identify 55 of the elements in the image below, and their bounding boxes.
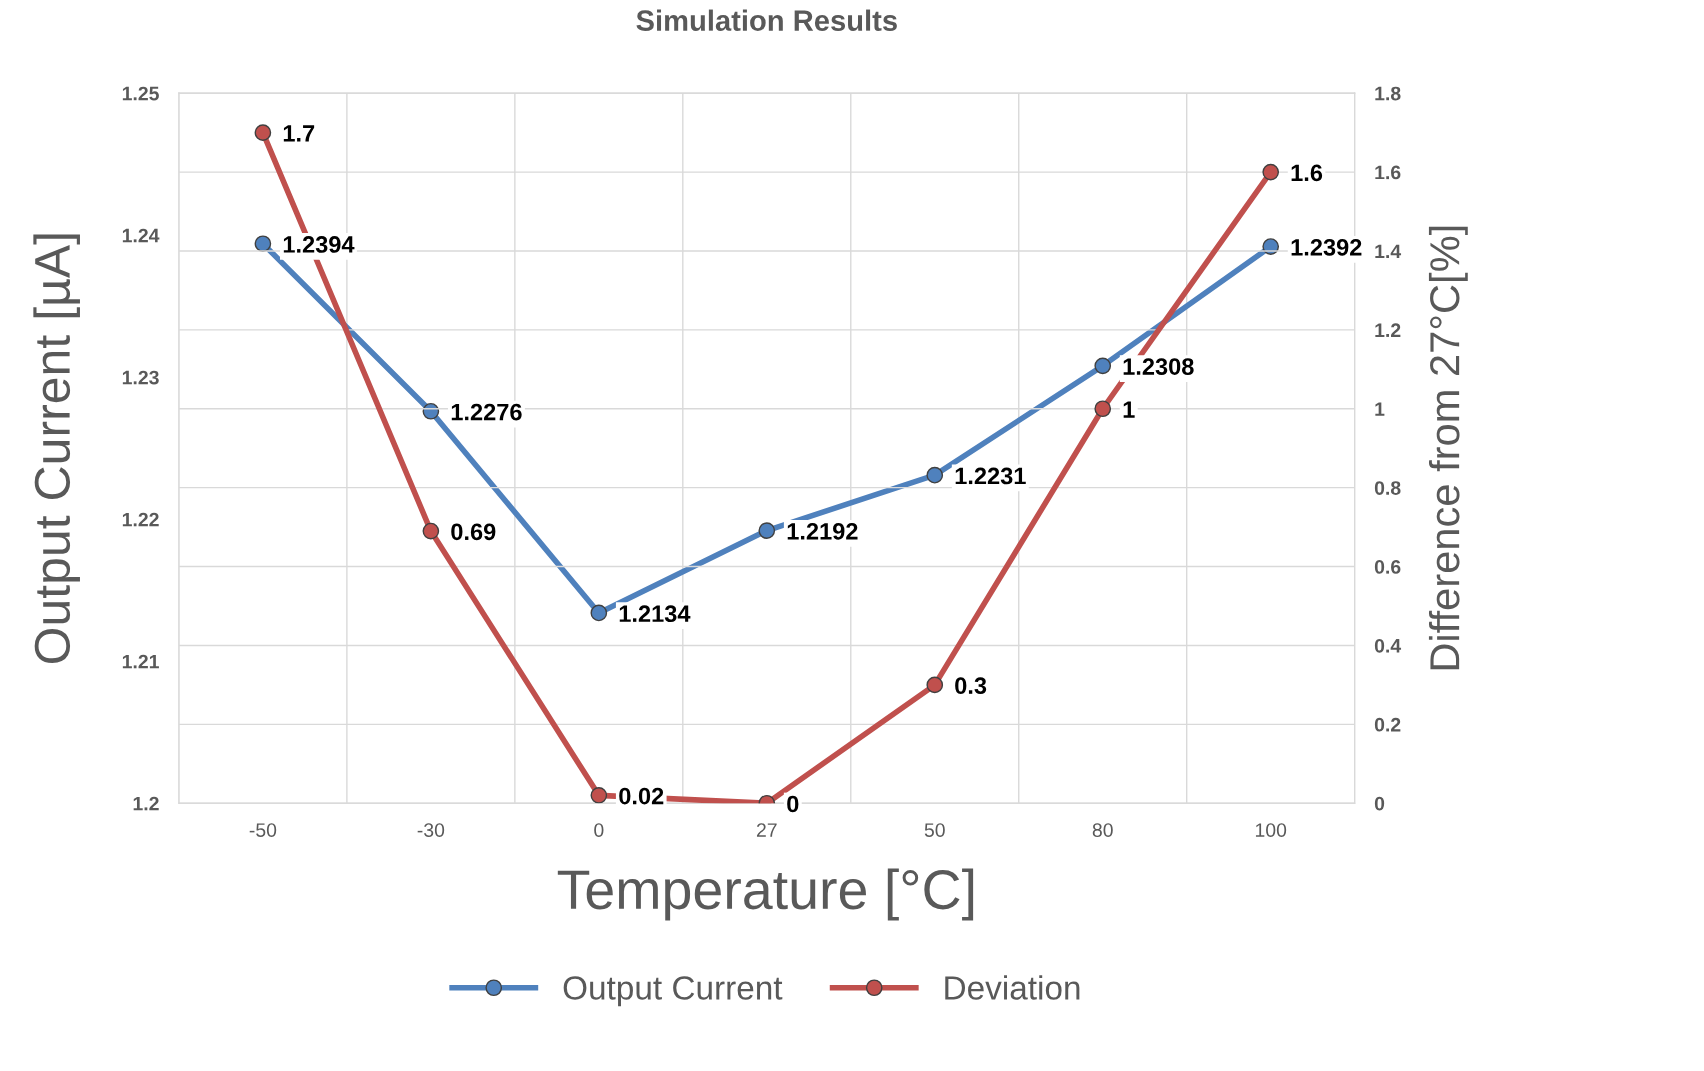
y2-tick-label: 0.8: [1374, 481, 1401, 495]
y-tick-label: 1.2: [133, 796, 159, 811]
chart-title: Simulation Results: [636, 9, 897, 31]
point: [590, 604, 608, 622]
y2-tick-label: 1.2: [1375, 323, 1401, 337]
point: [1094, 357, 1112, 375]
data-label: 1.2192: [787, 522, 858, 540]
y2-tick-label: 0.6: [1374, 560, 1401, 574]
legend-label: Output Current: [563, 976, 783, 1007]
point: [422, 522, 440, 540]
y-tick-label: 1.23: [122, 370, 159, 385]
data-label: 0: [787, 795, 799, 813]
y-tick-label: 1.22: [122, 512, 159, 527]
data-label: 1.2392: [1291, 238, 1362, 256]
y-tick-label: 1.24: [122, 228, 160, 243]
y2-axis-title: Difference from 27°C[%]: [1428, 226, 1468, 670]
point: [758, 522, 776, 539]
data-label: 1.7: [283, 125, 315, 142]
y2-tick-label: 1.4: [1375, 244, 1402, 259]
x-tick-label: 50: [924, 823, 945, 837]
point: [422, 402, 440, 420]
data-label: 1.2276: [451, 403, 522, 421]
y2-tick-label: 0.2: [1374, 717, 1401, 732]
x-tick-label: 80: [1092, 823, 1113, 837]
x-tick-label: 100: [1255, 823, 1287, 837]
data-label: 1.2134: [619, 605, 691, 623]
x-tick-label: -30: [417, 823, 445, 837]
y2-tick-label: 1.6: [1375, 165, 1401, 180]
data-label: 1.2231: [955, 467, 1026, 485]
data-label: 1.2308: [1123, 358, 1194, 375]
y2-tick-label: 1: [1375, 402, 1385, 416]
data-label: 1: [1123, 401, 1135, 418]
data-label: 0.02: [619, 787, 664, 805]
data-label: 1.6: [1291, 164, 1323, 182]
data-label: 0.69: [451, 523, 496, 541]
x-tick-label: 0: [594, 823, 604, 837]
point: [1094, 400, 1112, 418]
point: [926, 676, 944, 694]
y-tick-label: 1.25: [122, 86, 159, 101]
point: [254, 235, 272, 253]
point: [1262, 163, 1280, 181]
y-tick-label: 1.21: [122, 654, 159, 669]
legend-label: Deviation: [945, 975, 1080, 1000]
point: [926, 466, 944, 484]
point: [254, 124, 272, 141]
y2-tick-label: 0.4: [1374, 638, 1402, 653]
x-axis-title: Temperature [°C]: [557, 868, 974, 921]
x-tick-label: 27: [756, 823, 777, 837]
y2-tick-label: 0: [1374, 796, 1385, 811]
y-axis-title: Output Current [µA]: [33, 234, 80, 664]
data-label: 1.2394: [283, 236, 355, 253]
y2-tick-label: 1.8: [1375, 86, 1401, 101]
point: [590, 787, 608, 804]
x-tick-label: -50: [249, 823, 277, 837]
data-label: 0.3: [955, 677, 987, 695]
